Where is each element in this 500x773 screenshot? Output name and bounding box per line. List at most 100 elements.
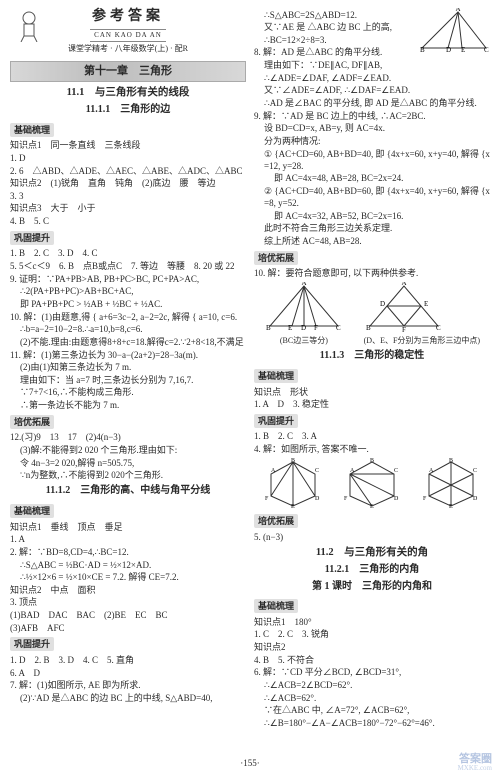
- ext-l3: 令 4n−3=2 020,解得 n=505.75,: [10, 457, 246, 469]
- svg-text:D: D: [301, 324, 306, 332]
- triangle-diagram-1: A B D E C: [418, 8, 490, 54]
- hexagon-diagram-3: ABC DEF: [423, 458, 479, 508]
- b4-l6: ∵在△ABC 中, ∠A=72°, ∠ACB=62°,: [254, 704, 490, 716]
- diag-cap-1: (BC边三等分): [264, 336, 344, 347]
- b3-k1: 知识点 形状: [254, 386, 490, 398]
- b4-l5: ∴∠ACB=62°.: [254, 692, 490, 704]
- section-11-1-2: 11.1.2 三角形的高、中线与角平分线: [10, 484, 246, 498]
- r-l6: ∴∠ADE=∠DAF, ∠ADF=∠EAD.: [254, 72, 490, 84]
- gu-l9: 11. 解：(1)第三条边长为 30−a−(2a+2)=28−3a(m).: [10, 349, 246, 361]
- svg-text:A: A: [429, 468, 434, 474]
- right-column: A B D E C ∴S△ABC=2S△ABD=12. 又∵AE 是 △ABC …: [254, 8, 490, 730]
- r-l8: ∴AD 是∠BAC 的平分线, 即 AD 是△ABC 的角平分线.: [254, 97, 490, 109]
- r-l12: ① {AC+CD=60, AB+BD=40, 即 {4x+x=60, x+y=4…: [254, 148, 490, 172]
- svg-text:C: C: [315, 468, 319, 474]
- b2-l6: (1)BAD DAC BAC (2)BE EC BC: [10, 609, 246, 621]
- r-l10: 设 BD=CD=x, AB=y, 则 AC=4x.: [254, 122, 490, 134]
- diag-cap-2: (D、E、F分别为三角形三边中点): [364, 336, 480, 347]
- gu2-l1: 1. D 2. B 3. D 4. C 5. 直角: [10, 654, 246, 666]
- gu3-l2: 4. 解：如图所示, 答案不唯一.: [254, 443, 490, 455]
- svg-text:D: D: [446, 46, 451, 54]
- svg-text:E: E: [291, 504, 295, 508]
- svg-text:B: B: [449, 458, 453, 464]
- section-11-2-1a: 第 1 课时 三角形的内角和: [254, 580, 490, 594]
- b4-l1: 1. C 2. C 3. 锐角: [254, 628, 490, 640]
- section-11-1: 11.1 与三角形有关的线段: [10, 86, 246, 100]
- b3-l1: 1. A D 3. 稳定性: [254, 398, 490, 410]
- r-ext1: 10. 解：要符合题意即可, 以下两种供参考.: [254, 267, 490, 279]
- gu-l6: 10. 解：(1)由题意,得 { a+6=3c−2, a−2=2c, 解得 { …: [10, 311, 246, 323]
- gu-l13: ∴第一条边长不能为 7 m.: [10, 399, 246, 411]
- svg-text:C: C: [394, 468, 398, 474]
- band-base: 基础梳理: [10, 123, 54, 137]
- kpoint-3: 知识点3 大于 小于: [10, 202, 246, 214]
- diagram-row-1: A B E D F C (BC边三等分) A B C: [254, 282, 490, 346]
- svg-text:E: E: [370, 504, 374, 508]
- chapter-banner: 第十一章 三角形: [10, 61, 246, 82]
- b2-k1: 知识点1 垂线 顶点 垂足: [10, 521, 246, 533]
- ans-1: 1. D: [10, 152, 246, 164]
- pinyin-title: CAN KAO DA AN: [90, 29, 166, 42]
- gu3-l1: 1. B 2. C 3. A: [254, 430, 490, 442]
- gu-l3: 9. 证明：∵PA+PB>AB, PB+PC>BC, PC+PA>AC,: [10, 273, 246, 285]
- ext3: 5. (n−3): [254, 531, 490, 543]
- b2-k2: 知识点2 中点 面积: [10, 584, 246, 596]
- b2-l1: 1. A: [10, 533, 246, 545]
- band-up-1: 巩固提升: [10, 231, 54, 245]
- section-11-1-3: 11.1.3 三角形的稳定性: [254, 349, 490, 363]
- svg-text:E: E: [288, 324, 292, 332]
- svg-text:B: B: [366, 324, 371, 332]
- r-l16: 此时不符合三角形三边关系定理.: [254, 222, 490, 234]
- b4-l2: 4. B 5. 不符合: [254, 654, 490, 666]
- watermark-url: MXKE.com: [458, 764, 492, 773]
- b2-l7: (3)AFB AFC: [10, 622, 246, 634]
- ext-l1: 12.(习)9 13 17 (2)4(n−3): [10, 431, 246, 443]
- title-block: 参考答案 CAN KAO DA AN 课堂学精考 · 八年级数学(上) · 配R: [10, 8, 246, 55]
- gu2-l4: (2)∵AD 是△ABC 的边 BC 上的中线, S△ABD=40,: [10, 692, 246, 704]
- b4-k1: 知识点1 180°: [254, 616, 490, 628]
- kpoint-2: 知识点2 (1)锐角 直角 钝角 (2)底边 腰 等边: [10, 177, 246, 189]
- svg-text:D: D: [315, 496, 320, 502]
- svg-text:C: C: [336, 324, 341, 332]
- gu-l12: ∵7+7<16,∴不能构成三角形.: [10, 386, 246, 398]
- band-base-3: 基础梳理: [254, 369, 298, 383]
- b4-l3: 6. 解：∵CD 平分∠BCD, ∠BCD=31°,: [254, 666, 490, 678]
- svg-text:D: D: [380, 300, 385, 308]
- ans-4-5: 4. B 5. C: [10, 215, 246, 227]
- band-base-4: 基础梳理: [254, 599, 298, 613]
- page-number: ·155·: [0, 757, 500, 769]
- band-ext-3: 培优拓展: [254, 514, 298, 528]
- hexagon-diagram-1: ABC DEF: [265, 458, 321, 508]
- svg-text:F: F: [402, 326, 406, 332]
- gu2-l3: 7. 解：(1)如图所示, AE 即为所求.: [10, 679, 246, 691]
- section-11-1-1: 11.1.1 三角形的边: [10, 103, 246, 117]
- svg-text:F: F: [265, 496, 269, 502]
- band-up-2: 巩固提升: [10, 637, 54, 651]
- svg-text:E: E: [449, 504, 453, 508]
- section-11-2-1: 11.2.1 三角形的内角: [254, 563, 490, 577]
- b2-l2: 2. 解：∵BD=8,CD=4,∴BC=12.: [10, 546, 246, 558]
- gu-l10: (2)由(1)知第三条边长为 7 m.: [10, 361, 246, 373]
- hexagon-row: ABC DEF ABC DEF ABC DEF: [254, 458, 490, 508]
- svg-text:F: F: [314, 324, 318, 332]
- svg-text:A: A: [350, 468, 355, 474]
- svg-text:F: F: [423, 496, 427, 502]
- b4-l7: ∴∠B=180°−∠A−∠ACB=180°−72°−62°=46°.: [254, 717, 490, 729]
- gu2-l2: 6. A D: [10, 667, 246, 679]
- svg-text:A: A: [271, 468, 276, 474]
- svg-text:A: A: [455, 8, 460, 13]
- r-l17: 综上所述 AC=48, AB=28.: [254, 235, 490, 247]
- gu-l8: (2)不能.理由:由题意得8+8+c=18.解得c=2.∵2+8<18,不满足: [10, 336, 246, 348]
- ext-l2: (3)解:不能得到2 020 个三角形.理由如下:: [10, 444, 246, 456]
- gu-l2: 5. 5＜c＜9 6. B 点B或点C 7. 等边 等腰 8. 20 或 22: [10, 260, 246, 272]
- svg-text:C: C: [473, 468, 477, 474]
- band-up-3: 巩固提升: [254, 414, 298, 428]
- svg-text:F: F: [344, 496, 348, 502]
- band-ext-2: 培优拓展: [254, 251, 298, 265]
- svg-text:B: B: [420, 46, 425, 54]
- triangle-diagram-2: A B E D F C: [264, 282, 344, 332]
- r-l11: 分为两种情况:: [254, 135, 490, 147]
- band-ext-1: 培优拓展: [10, 415, 54, 429]
- svg-text:B: B: [266, 324, 271, 332]
- b2-l3: ∴S△ABC = ½BC·AD = ½×12×AD.: [10, 559, 246, 571]
